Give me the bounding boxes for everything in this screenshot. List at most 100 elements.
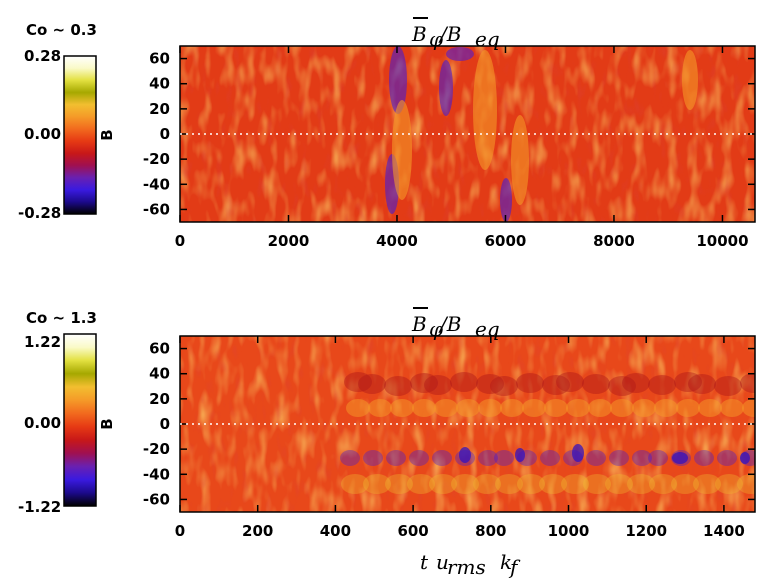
title-sub-eq: eq xyxy=(475,317,500,341)
y-tick-label: -20 xyxy=(143,150,170,168)
field-feature xyxy=(740,373,755,393)
field-feature xyxy=(566,399,590,417)
x-tick-label: 4000 xyxy=(376,232,418,250)
field-feature xyxy=(340,450,360,466)
field-feature xyxy=(500,399,524,417)
x-tick-label: 8000 xyxy=(593,232,635,250)
x-tick-label: 200 xyxy=(242,522,273,540)
x-tick-label: 1200 xyxy=(625,522,667,540)
field-feature xyxy=(412,399,436,417)
field-feature xyxy=(676,399,700,417)
heatmap-bottom xyxy=(180,336,755,512)
axes-bottom: 0 200 400 600 800 1000 1200 14006040200-20-40-6… xyxy=(143,336,755,540)
field-feature xyxy=(556,372,584,392)
field-feature xyxy=(409,450,429,466)
field-feature xyxy=(694,450,714,466)
title-sub-phi: φ xyxy=(429,317,443,341)
y-tick-label: 0 xyxy=(160,415,170,433)
y-tick-label: 60 xyxy=(149,50,170,68)
colorbar-axis-label: B xyxy=(98,129,116,140)
field-feature xyxy=(671,474,699,494)
field-feature xyxy=(459,447,471,463)
field-feature xyxy=(672,452,688,464)
field-feature xyxy=(407,474,435,494)
xlabel-k: k xyxy=(500,550,512,574)
field-feature xyxy=(456,399,480,417)
panel-top: Co ~ 0.3 0.28 0.00 -0.28 B 0 2000 4000 6000… xyxy=(18,17,756,250)
field-feature xyxy=(572,444,584,462)
y-tick-label: -60 xyxy=(143,490,170,508)
field-feature xyxy=(451,474,479,494)
field-feature xyxy=(714,376,742,396)
field-feature xyxy=(424,375,452,395)
title-div: /B xyxy=(438,22,461,46)
y-tick-label: 0 xyxy=(160,125,170,143)
field-feature xyxy=(688,374,716,394)
title-div: /B xyxy=(438,312,461,336)
field-feature xyxy=(346,399,370,417)
heatmap-top xyxy=(180,46,755,222)
field-feature xyxy=(478,450,498,466)
colorbar-axis-label: B xyxy=(98,418,116,429)
field-feature xyxy=(439,60,453,116)
field-feature xyxy=(622,373,650,393)
panel-bottom: Co ~ 1.3 1.22 0.00 -1.22 B 0 200 400 600 800… xyxy=(18,307,756,579)
colorbar-bottom: Co ~ 1.3 1.22 0.00 -1.22 B xyxy=(18,309,116,516)
field-feature xyxy=(627,474,655,494)
field-feature xyxy=(344,372,372,392)
field-feature xyxy=(392,100,412,200)
colorbar-caption: Co ~ 1.3 xyxy=(26,309,97,327)
field-feature xyxy=(649,474,677,494)
field-feature xyxy=(363,450,383,466)
x-tick-label: 600 xyxy=(397,522,428,540)
field-feature xyxy=(515,448,525,462)
x-tick-label: 0 xyxy=(175,522,185,540)
field-feature xyxy=(583,474,611,494)
title-sub-eq: eq xyxy=(475,27,500,51)
colorbar-caption: Co ~ 0.3 xyxy=(26,21,97,39)
field-feature xyxy=(737,474,755,494)
y-tick-label: 40 xyxy=(149,75,170,93)
field-feature xyxy=(384,376,412,396)
field-feature xyxy=(390,399,414,417)
field-feature xyxy=(432,450,452,466)
axes-top: 0 2000 4000 6000 8000 10000 60 40 20 0 -20 -40 -60 xyxy=(143,46,755,250)
colorbar-max-label: 0.28 xyxy=(24,47,61,65)
y-tick-label: 40 xyxy=(149,365,170,383)
field-feature xyxy=(516,373,544,393)
field-feature xyxy=(358,374,386,394)
field-feature xyxy=(720,399,744,417)
field-feature xyxy=(632,450,652,466)
field-feature xyxy=(544,399,568,417)
field-feature xyxy=(476,374,504,394)
field-feature xyxy=(478,399,502,417)
field-feature xyxy=(715,474,743,494)
field-feature xyxy=(740,452,750,464)
y-tick-label: -60 xyxy=(143,200,170,218)
field-feature xyxy=(495,474,523,494)
field-feature xyxy=(693,474,721,494)
heatmap-texture-dark xyxy=(180,336,755,512)
field-feature xyxy=(368,399,392,417)
field-feature xyxy=(632,399,656,417)
field-feature xyxy=(540,450,560,466)
y-tick-label: 20 xyxy=(149,100,170,118)
field-feature xyxy=(588,399,612,417)
chart-title-top: B φ /B eq xyxy=(411,17,500,51)
xlabel-t: t xyxy=(420,550,429,574)
field-feature xyxy=(586,450,606,466)
field-feature xyxy=(363,474,391,494)
field-feature xyxy=(539,474,567,494)
title-sub-phi: φ xyxy=(429,27,443,51)
field-feature xyxy=(717,450,737,466)
field-feature xyxy=(609,450,629,466)
field-feature xyxy=(434,399,458,417)
field-feature xyxy=(386,450,406,466)
x-axis-label: t u rms k f xyxy=(420,550,521,579)
x-tick-label: 400 xyxy=(320,522,351,540)
field-feature xyxy=(511,115,529,205)
field-feature xyxy=(605,474,633,494)
field-feature xyxy=(542,375,570,395)
field-feature xyxy=(500,178,512,222)
x-tick-label: 1000 xyxy=(548,522,590,540)
